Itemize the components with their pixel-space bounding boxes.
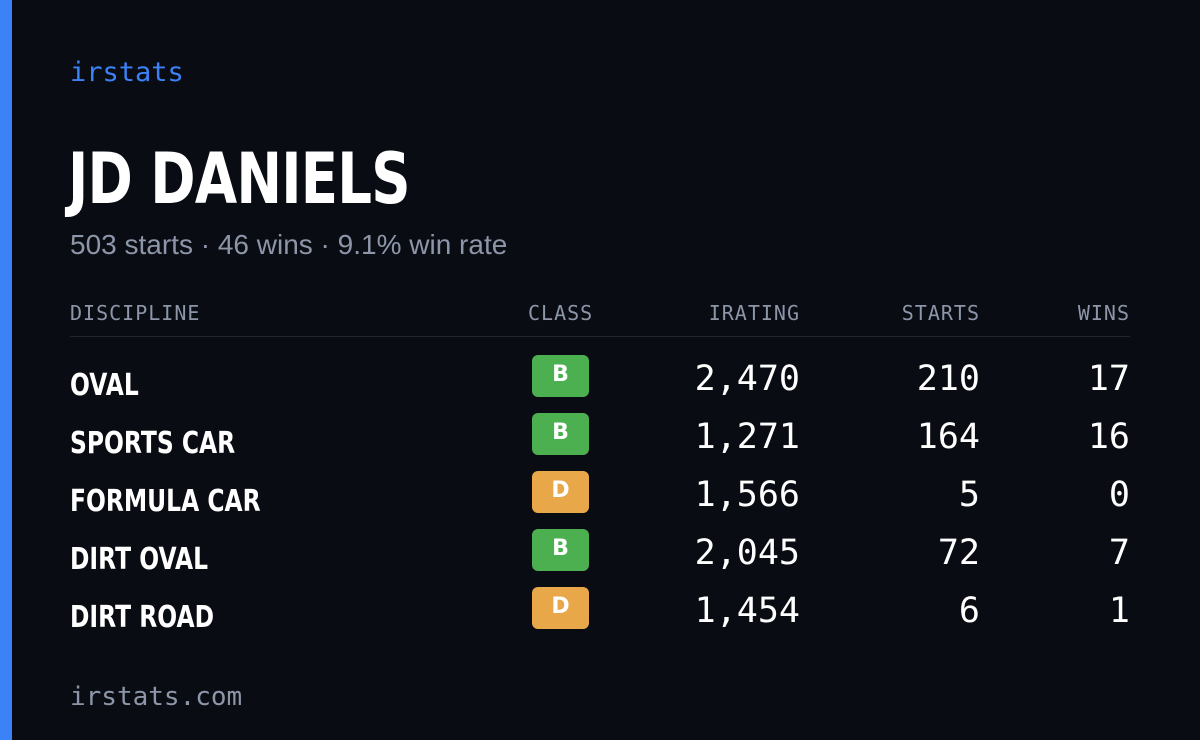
irating-value: 1,566 — [694, 475, 800, 515]
table-row: DIRT OVAL B 2,045 72 7 — [70, 527, 1130, 585]
accent-bar — [0, 0, 12, 740]
irating-value: 1,271 — [694, 417, 800, 457]
table-row: OVAL B 2,470 210 17 — [70, 353, 1130, 411]
irating-value: 2,045 — [694, 533, 800, 573]
class-badge: B — [532, 413, 589, 455]
discipline-name: OVAL — [70, 368, 139, 403]
brand-logo[interactable]: irstats — [70, 57, 184, 88]
header-discipline: DISCIPLINE — [70, 301, 201, 325]
wins-value: 7 — [1108, 533, 1130, 573]
starts-value: 210 — [916, 359, 980, 399]
player-summary: 503 starts · 46 wins · 9.1% win rate — [70, 229, 508, 260]
discipline-name: SPORTS CAR — [70, 426, 236, 461]
class-badge: B — [532, 355, 589, 397]
starts-value: 6 — [958, 591, 980, 631]
stats-table: DISCIPLINE CLASS IRATING STARTS WINS OVA… — [70, 296, 1130, 643]
footer-domain[interactable]: irstats.com — [70, 682, 243, 712]
discipline-name: FORMULA CAR — [70, 484, 261, 519]
wins-value: 16 — [1087, 417, 1130, 457]
class-badge: B — [532, 529, 589, 571]
table-body: OVAL B 2,470 210 17 SPORTS CAR B 1,271 1… — [70, 337, 1130, 643]
class-badge: D — [532, 471, 589, 513]
discipline-name: DIRT ROAD — [70, 600, 215, 635]
header-class: CLASS — [528, 301, 594, 325]
wins-value: 1 — [1108, 591, 1130, 631]
wins-value: 0 — [1108, 475, 1130, 515]
header-irating: IRATING — [708, 301, 800, 325]
table-row: SPORTS CAR B 1,271 164 16 — [70, 411, 1130, 469]
starts-value: 5 — [958, 475, 980, 515]
discipline-name: DIRT OVAL — [70, 542, 209, 577]
starts-value: 72 — [937, 533, 980, 573]
player-name: JD DANIELS — [68, 138, 411, 220]
table-row: DIRT ROAD D 1,454 6 1 — [70, 585, 1130, 643]
irating-value: 2,470 — [694, 359, 800, 399]
table-header: DISCIPLINE CLASS IRATING STARTS WINS — [70, 296, 1130, 337]
starts-value: 164 — [916, 417, 980, 457]
table-row: FORMULA CAR D 1,566 5 0 — [70, 469, 1130, 527]
wins-value: 17 — [1087, 359, 1130, 399]
header-starts: STARTS — [901, 301, 980, 325]
irating-value: 1,454 — [694, 591, 800, 631]
class-badge: D — [532, 587, 589, 629]
header-wins: WINS — [1077, 301, 1130, 325]
